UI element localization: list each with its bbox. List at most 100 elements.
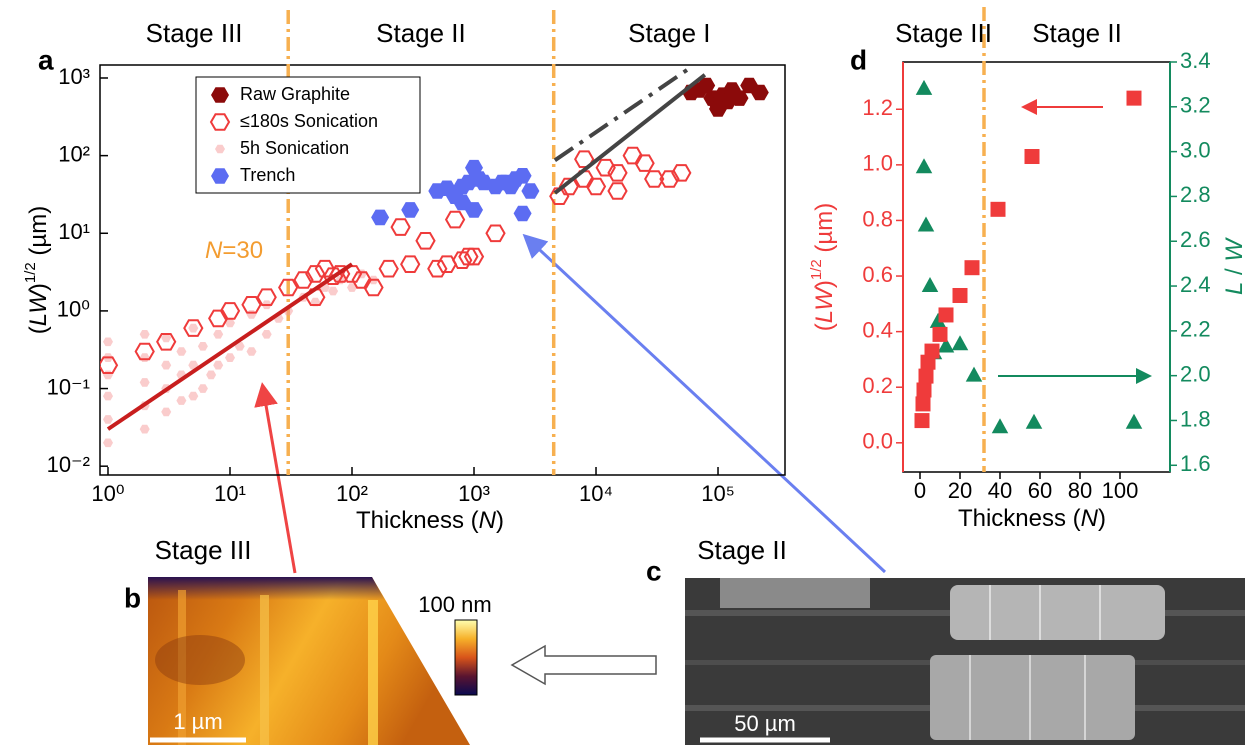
label-part: N bbox=[479, 507, 497, 534]
panel-label: b bbox=[124, 582, 141, 613]
y-tick-label: 10⁻¹ bbox=[47, 374, 90, 399]
marker bbox=[262, 330, 272, 339]
marker bbox=[140, 378, 150, 387]
x-tick-label: 60 bbox=[1028, 478, 1052, 503]
marker bbox=[392, 219, 410, 235]
stage-label: Stage II bbox=[376, 18, 466, 48]
y-axis-label: (LW)1/2 (µm) bbox=[22, 206, 52, 334]
label-part: W bbox=[1221, 237, 1248, 262]
panel-title: Stage II bbox=[697, 535, 787, 565]
marker bbox=[952, 335, 969, 350]
y-axis-label: (LW)1/2 (µm) bbox=[808, 203, 838, 331]
marker bbox=[371, 210, 389, 226]
colorbar-label: 100 nm bbox=[418, 592, 491, 617]
legend-label: ≤180s Sonication bbox=[240, 111, 378, 131]
marker bbox=[247, 347, 257, 356]
y-tick-label: 10¹ bbox=[58, 219, 90, 244]
marker bbox=[916, 158, 933, 173]
marker bbox=[103, 415, 113, 424]
label-part: ( bbox=[25, 326, 52, 334]
marker bbox=[103, 371, 113, 380]
y-tick-label: 1.0 bbox=[862, 151, 893, 176]
label-part: N bbox=[1081, 505, 1099, 532]
y-tick-label: 10⁻² bbox=[47, 452, 90, 477]
label-part: ) bbox=[25, 283, 52, 291]
legend-label: Trench bbox=[240, 165, 295, 185]
marker bbox=[919, 369, 934, 384]
marker bbox=[992, 418, 1009, 433]
label-part: ) bbox=[496, 507, 504, 534]
marker bbox=[1026, 414, 1043, 429]
marker bbox=[103, 392, 113, 401]
fit-line bbox=[108, 264, 352, 429]
y-tick-label: 0.6 bbox=[862, 262, 893, 287]
x-tick-label: 10³ bbox=[458, 481, 490, 506]
scale-bar-label: 50 µm bbox=[734, 711, 796, 736]
y-tick-label: 1.2 bbox=[862, 95, 893, 120]
marker bbox=[1127, 91, 1142, 106]
annotation: N=30 bbox=[205, 237, 263, 264]
x-tick-label: 10⁴ bbox=[579, 481, 613, 506]
y-tick-label: 10⁰ bbox=[57, 297, 90, 322]
label-part: (µm) bbox=[811, 203, 838, 259]
marker bbox=[953, 288, 968, 303]
figure: a b c d Thickness (N) (LW)1/2 (µm) N=30 … bbox=[0, 0, 1251, 745]
label-part: (µm) bbox=[25, 206, 52, 262]
marker bbox=[966, 367, 983, 382]
marker bbox=[918, 217, 935, 232]
y2-tick-label: 2.6 bbox=[1180, 227, 1211, 252]
marker bbox=[1126, 414, 1143, 429]
panel-label: c bbox=[646, 555, 662, 586]
marker bbox=[916, 396, 931, 411]
x-axis-label: Thickness (N) bbox=[958, 505, 1106, 532]
marker bbox=[103, 439, 113, 448]
label-part: 1/2 bbox=[808, 259, 825, 280]
panel-label: a bbox=[38, 44, 54, 75]
x-tick-label: 10¹ bbox=[214, 481, 246, 506]
x-tick-label: 10⁰ bbox=[91, 481, 124, 506]
marker bbox=[925, 344, 940, 359]
y2-tick-label: 1.6 bbox=[1180, 451, 1211, 476]
marker bbox=[1025, 149, 1040, 164]
flow-arrow bbox=[512, 646, 656, 684]
label-part: ) bbox=[811, 280, 838, 288]
marker bbox=[206, 371, 216, 380]
marker bbox=[176, 347, 186, 356]
legend-label: 5h Sonication bbox=[240, 138, 349, 158]
marker bbox=[917, 383, 932, 398]
marker bbox=[188, 392, 198, 401]
marker bbox=[933, 327, 948, 342]
colorbar bbox=[455, 620, 477, 695]
series bbox=[916, 80, 1143, 433]
y2-tick-label: 2.2 bbox=[1180, 317, 1211, 342]
fit-line bbox=[555, 75, 705, 193]
label-part: Thickness ( bbox=[958, 505, 1081, 532]
marker bbox=[922, 277, 939, 292]
y-tick-label: 0.4 bbox=[862, 317, 893, 342]
marker bbox=[446, 212, 464, 228]
marker bbox=[161, 408, 171, 417]
marker bbox=[198, 342, 208, 351]
y2-tick-label: 3.4 bbox=[1180, 48, 1211, 73]
label-part: ( bbox=[811, 323, 838, 331]
marker bbox=[939, 307, 954, 322]
legend-label: Raw Graphite bbox=[240, 84, 350, 104]
label-part: L bbox=[1221, 282, 1248, 295]
marker bbox=[213, 330, 223, 339]
y2-tick-label: 2.0 bbox=[1180, 361, 1211, 386]
x-tick-label: 40 bbox=[988, 478, 1012, 503]
stage-label: Stage I bbox=[628, 18, 710, 48]
y2-tick-label: 3.2 bbox=[1180, 93, 1211, 118]
x-axis-label: Thickness (N) bbox=[356, 507, 504, 534]
label-part: ) bbox=[1098, 505, 1106, 532]
marker bbox=[103, 338, 113, 347]
x-tick-label: 10² bbox=[336, 481, 368, 506]
marker bbox=[609, 183, 627, 199]
marker bbox=[915, 413, 930, 428]
marker bbox=[188, 324, 198, 333]
marker bbox=[521, 183, 539, 199]
x-tick-label: 80 bbox=[1068, 478, 1092, 503]
marker bbox=[225, 353, 235, 362]
panel-label: d bbox=[850, 44, 867, 75]
y2-tick-label: 1.8 bbox=[1180, 406, 1211, 431]
